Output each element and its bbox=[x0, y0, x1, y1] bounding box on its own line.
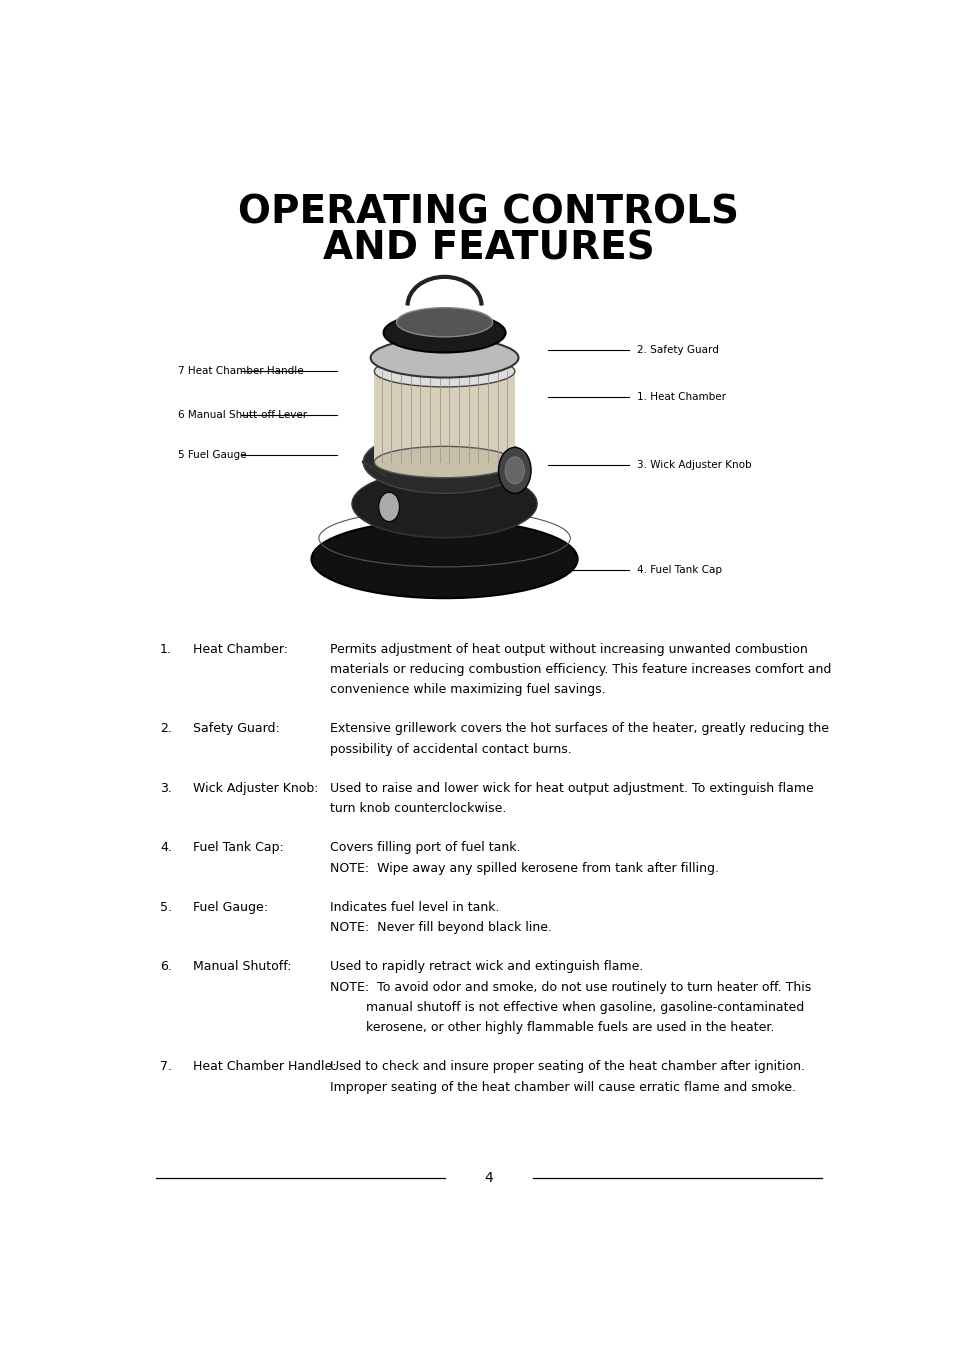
Ellipse shape bbox=[352, 470, 537, 538]
Text: Extensive grillework covers the hot surfaces of the heater, greatly reducing the: Extensive grillework covers the hot surf… bbox=[330, 722, 828, 736]
Text: 1.: 1. bbox=[160, 642, 172, 656]
Circle shape bbox=[505, 457, 524, 484]
Text: 1. Heat Chamber: 1. Heat Chamber bbox=[637, 393, 725, 402]
Text: kerosene, or other highly flammable fuels are used in the heater.: kerosene, or other highly flammable fuel… bbox=[330, 1022, 774, 1034]
Ellipse shape bbox=[370, 337, 518, 378]
Text: Manual Shutoff:: Manual Shutoff: bbox=[193, 961, 292, 973]
Text: 3. Wick Adjuster Knob: 3. Wick Adjuster Knob bbox=[637, 461, 751, 470]
Text: 4.: 4. bbox=[160, 841, 172, 854]
Circle shape bbox=[378, 492, 399, 522]
Ellipse shape bbox=[311, 520, 577, 598]
Text: Heat Chamber:: Heat Chamber: bbox=[193, 642, 288, 656]
Text: turn knob counterclockwise.: turn knob counterclockwise. bbox=[330, 802, 506, 816]
Text: AND FEATURES: AND FEATURES bbox=[323, 229, 654, 267]
Text: Indicates fuel level in tank.: Indicates fuel level in tank. bbox=[330, 901, 499, 913]
Text: Used to rapidly retract wick and extinguish flame.: Used to rapidly retract wick and extingu… bbox=[330, 961, 642, 973]
Text: Used to check and insure proper seating of the heat chamber after ignition.: Used to check and insure proper seating … bbox=[330, 1061, 804, 1073]
Text: 6.: 6. bbox=[160, 961, 172, 973]
Text: Fuel Gauge:: Fuel Gauge: bbox=[193, 901, 268, 913]
Text: materials or reducing combustion efficiency. This feature increases comfort and: materials or reducing combustion efficie… bbox=[330, 663, 830, 676]
Text: 5.: 5. bbox=[160, 901, 172, 913]
Ellipse shape bbox=[383, 313, 505, 352]
Text: 4: 4 bbox=[484, 1171, 493, 1184]
Text: manual shutoff is not effective when gasoline, gasoline-contaminated: manual shutoff is not effective when gas… bbox=[330, 1001, 803, 1014]
Text: 4. Fuel Tank Cap: 4. Fuel Tank Cap bbox=[637, 565, 721, 575]
Text: 2. Safety Guard: 2. Safety Guard bbox=[637, 346, 718, 355]
Text: Covers filling port of fuel tank.: Covers filling port of fuel tank. bbox=[330, 841, 520, 854]
Text: Heat Chamber Handle:: Heat Chamber Handle: bbox=[193, 1061, 336, 1073]
Text: Safety Guard:: Safety Guard: bbox=[193, 722, 279, 736]
Ellipse shape bbox=[396, 308, 492, 337]
Text: 7.: 7. bbox=[160, 1061, 172, 1073]
Text: NOTE:  Never fill beyond black line.: NOTE: Never fill beyond black line. bbox=[330, 921, 552, 934]
Ellipse shape bbox=[363, 431, 525, 493]
Text: Wick Adjuster Knob:: Wick Adjuster Knob: bbox=[193, 782, 318, 795]
Text: Improper seating of the heat chamber will cause erratic flame and smoke.: Improper seating of the heat chamber wil… bbox=[330, 1081, 795, 1093]
Text: possibility of accidental contact burns.: possibility of accidental contact burns. bbox=[330, 743, 571, 756]
Bar bbox=[374, 371, 515, 462]
Text: 5 Fuel Gauge: 5 Fuel Gauge bbox=[178, 450, 247, 459]
Ellipse shape bbox=[374, 446, 515, 478]
Text: 2.: 2. bbox=[160, 722, 172, 736]
Ellipse shape bbox=[374, 355, 515, 388]
Text: Fuel Tank Cap:: Fuel Tank Cap: bbox=[193, 841, 284, 854]
Text: convenience while maximizing fuel savings.: convenience while maximizing fuel saving… bbox=[330, 683, 605, 696]
Text: NOTE:  To avoid odor and smoke, do not use routinely to turn heater off. This: NOTE: To avoid odor and smoke, do not us… bbox=[330, 981, 810, 993]
Circle shape bbox=[498, 447, 531, 493]
Text: 3.: 3. bbox=[160, 782, 172, 795]
Text: 6 Manual Shutt-off Lever: 6 Manual Shutt-off Lever bbox=[178, 411, 307, 420]
Text: OPERATING CONTROLS: OPERATING CONTROLS bbox=[238, 194, 739, 232]
Text: NOTE:  Wipe away any spilled kerosene from tank after filling.: NOTE: Wipe away any spilled kerosene fro… bbox=[330, 862, 719, 874]
Text: Permits adjustment of heat output without increasing unwanted combustion: Permits adjustment of heat output withou… bbox=[330, 642, 807, 656]
Text: Used to raise and lower wick for heat output adjustment. To extinguish flame: Used to raise and lower wick for heat ou… bbox=[330, 782, 813, 795]
Text: 7 Heat Chamber Handle: 7 Heat Chamber Handle bbox=[178, 366, 304, 377]
